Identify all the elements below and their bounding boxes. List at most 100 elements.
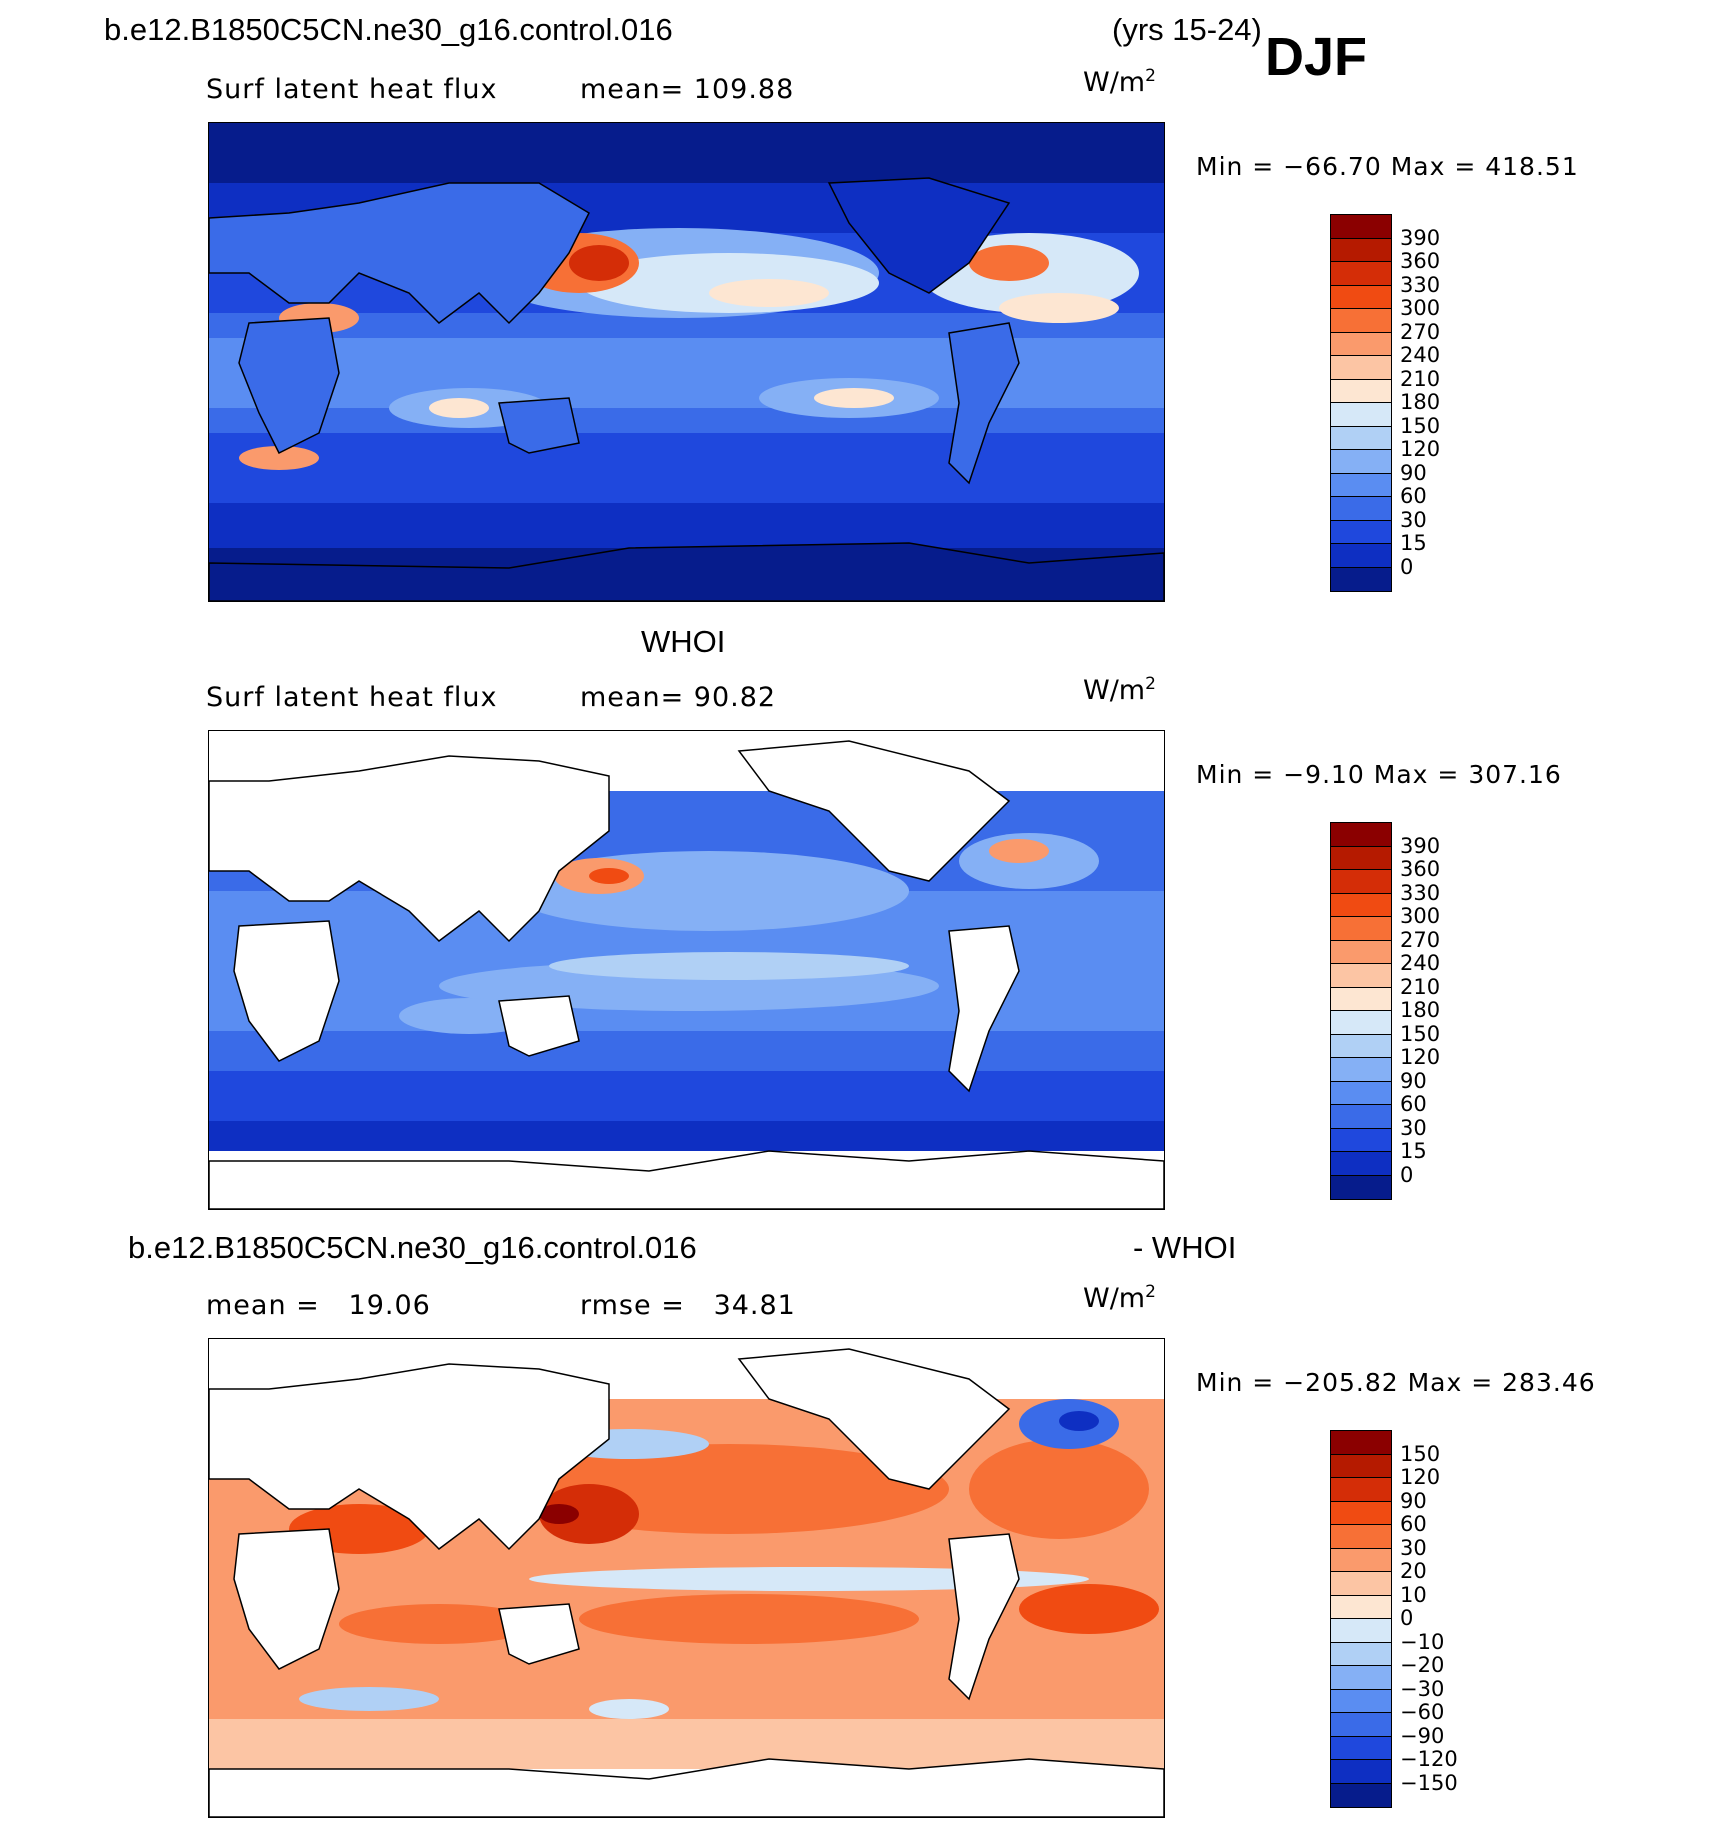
colorbar-tick-label: 210 — [1400, 366, 1441, 391]
panel3-rmse-value: 34.81 — [713, 1290, 796, 1321]
colorbar-segment — [1331, 262, 1391, 286]
panel2-units-exp: 2 — [1145, 674, 1156, 694]
panel3-units-base: W/m — [1083, 1283, 1146, 1314]
panel2-title: WHOI — [641, 624, 726, 659]
panel3-title-left: b.e12.B1850C5CN.ne30_g16.control.016 — [128, 1230, 697, 1265]
years-label: (yrs 15-24) — [1112, 12, 1262, 47]
panel3-units-exp: 2 — [1145, 1282, 1156, 1302]
panel1-min-value: −66.70 — [1283, 152, 1382, 181]
colorbar-tick-label: 360 — [1400, 249, 1441, 273]
panel3-map-svg — [209, 1339, 1164, 1817]
colorbar-segment — [1331, 403, 1391, 427]
colorbar-tick-label: 390 — [1400, 833, 1441, 858]
colorbar-tick-label: 30 — [1400, 1115, 1427, 1140]
colorbar-segment — [1331, 567, 1391, 591]
colorbar-segment — [1331, 1058, 1391, 1082]
colorbar-tick-label: 90 — [1400, 1068, 1427, 1093]
colorbar-tick-label: 150 — [1400, 1441, 1441, 1466]
panel2-map-svg — [209, 731, 1164, 1209]
panel3-mean-key: mean = — [206, 1290, 320, 1321]
colorbar-tick-label: 0 — [1400, 1606, 1414, 1630]
colorbar-tick-label: 90 — [1400, 460, 1427, 485]
panel1-min-key: Min = — [1196, 152, 1275, 181]
panel3-rmse-key: rmse = — [580, 1290, 685, 1321]
panel3-min-key: Min = — [1196, 1368, 1275, 1397]
panel1-mean-label: mean= 109.88 — [580, 74, 794, 105]
colorbar-tick-label: −60 — [1400, 1700, 1445, 1724]
colorbar-tick-label: 120 — [1400, 1045, 1441, 1069]
colorbar-segment — [1331, 1713, 1391, 1737]
panel2-units: W/m2 — [1083, 674, 1156, 706]
panel1-max-value: 418.51 — [1485, 152, 1579, 181]
panel2-variable-label: Surf latent heat flux — [206, 682, 498, 713]
colorbar-segment — [1331, 450, 1391, 474]
colorbar-segment — [1331, 520, 1391, 544]
panel1-map — [208, 122, 1165, 602]
panel1-units: W/m2 — [1083, 66, 1156, 98]
panel3-max-key: Max = — [1407, 1368, 1494, 1397]
colorbar-segment — [1331, 1760, 1391, 1784]
colorbar-segment — [1331, 1572, 1391, 1596]
colorbar-tick-label: 300 — [1400, 296, 1441, 320]
colorbar-segment — [1331, 426, 1391, 450]
panel1-units-base: W/m — [1083, 67, 1146, 98]
panel3-max-value: 283.46 — [1502, 1368, 1596, 1397]
colorbar-segment — [1331, 497, 1391, 521]
colorbar-segment — [1331, 332, 1391, 356]
colorbar-tick-label: 60 — [1400, 484, 1427, 508]
colorbar-tick-label: 360 — [1400, 857, 1441, 881]
colorbar-segment — [1331, 1689, 1391, 1713]
colorbar-segment — [1331, 823, 1391, 847]
panel1-units-exp: 2 — [1145, 66, 1156, 86]
colorbar-segment — [1331, 1642, 1391, 1666]
panel1-variable-label: Surf latent heat flux — [206, 74, 498, 105]
panel3-mean-label: mean = 19.06 — [206, 1290, 431, 1321]
colorbar-segment — [1331, 1501, 1391, 1525]
colorbar-segment — [1331, 917, 1391, 941]
panel3-map — [208, 1338, 1165, 1818]
colorbar-segment — [1331, 1454, 1391, 1478]
panel3-rmse-label: rmse = 34.81 — [580, 1290, 796, 1321]
colorbar-tick-label: 180 — [1400, 390, 1441, 414]
colorbar-tick-label: 330 — [1400, 272, 1441, 297]
colorbar-tick-label: 10 — [1400, 1582, 1427, 1607]
colorbar-tick-label: −90 — [1400, 1723, 1445, 1748]
panel3-mean-value: 19.06 — [348, 1290, 431, 1321]
panel3-colorbar — [1330, 1430, 1392, 1808]
panel1-mean-key: mean= — [580, 74, 685, 105]
colorbar-segment — [1331, 893, 1391, 917]
colorbar-segment — [1331, 870, 1391, 894]
colorbar-tick-label: 60 — [1400, 1512, 1427, 1536]
colorbar-tick-label: 120 — [1400, 437, 1441, 461]
colorbar-tick-label: 20 — [1400, 1559, 1427, 1583]
colorbar-tick-label: 15 — [1400, 531, 1427, 555]
panel3-minmax: Min = −205.82 Max = 283.46 — [1196, 1368, 1596, 1397]
colorbar-segment — [1331, 1666, 1391, 1690]
colorbar-segment — [1331, 987, 1391, 1011]
colorbar-segment — [1331, 940, 1391, 964]
colorbar-segment — [1331, 356, 1391, 380]
panel1-map-svg — [209, 123, 1164, 601]
colorbar-segment — [1331, 473, 1391, 497]
panel2-min-key: Min = — [1196, 760, 1275, 789]
colorbar-tick-label: 30 — [1400, 1535, 1427, 1560]
colorbar-segment — [1331, 964, 1391, 988]
panel2-mean-label: mean= 90.82 — [580, 682, 776, 713]
panel2-min-value: −9.10 — [1283, 760, 1365, 789]
panel1-colorbar — [1330, 214, 1392, 592]
panel2-mean-key: mean= — [580, 682, 685, 713]
colorbar-segment — [1331, 1034, 1391, 1058]
colorbar-tick-label: 300 — [1400, 904, 1441, 928]
colorbar-tick-label: 390 — [1400, 225, 1441, 250]
colorbar-segment — [1331, 379, 1391, 403]
panel2-minmax: Min = −9.10 Max = 307.16 — [1196, 760, 1562, 789]
colorbar-tick-label: 15 — [1400, 1139, 1427, 1163]
colorbar-segment — [1331, 285, 1391, 309]
colorbar-tick-label: −150 — [1400, 1770, 1458, 1795]
case-name-title: b.e12.B1850C5CN.ne30_g16.control.016 — [104, 12, 673, 47]
colorbar-tick-label: 240 — [1400, 343, 1441, 367]
colorbar-segment — [1331, 1478, 1391, 1502]
colorbar-segment — [1331, 1736, 1391, 1760]
colorbar-segment — [1331, 1595, 1391, 1619]
colorbar-segment — [1331, 1081, 1391, 1105]
